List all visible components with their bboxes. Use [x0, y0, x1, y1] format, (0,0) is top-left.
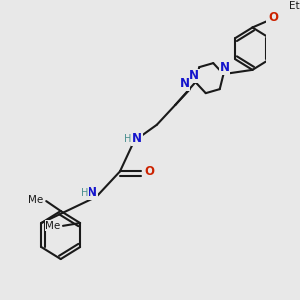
- Text: Et: Et: [289, 1, 300, 11]
- Text: O: O: [145, 165, 154, 178]
- Text: H: H: [81, 188, 88, 198]
- Text: N: N: [189, 69, 199, 82]
- Text: H: H: [124, 134, 131, 144]
- Text: O: O: [268, 11, 278, 24]
- Text: N: N: [220, 61, 230, 74]
- Text: N: N: [87, 186, 97, 199]
- Text: N: N: [179, 77, 190, 90]
- Text: Me: Me: [28, 195, 44, 205]
- Text: Me: Me: [45, 221, 60, 231]
- Text: N: N: [132, 132, 142, 146]
